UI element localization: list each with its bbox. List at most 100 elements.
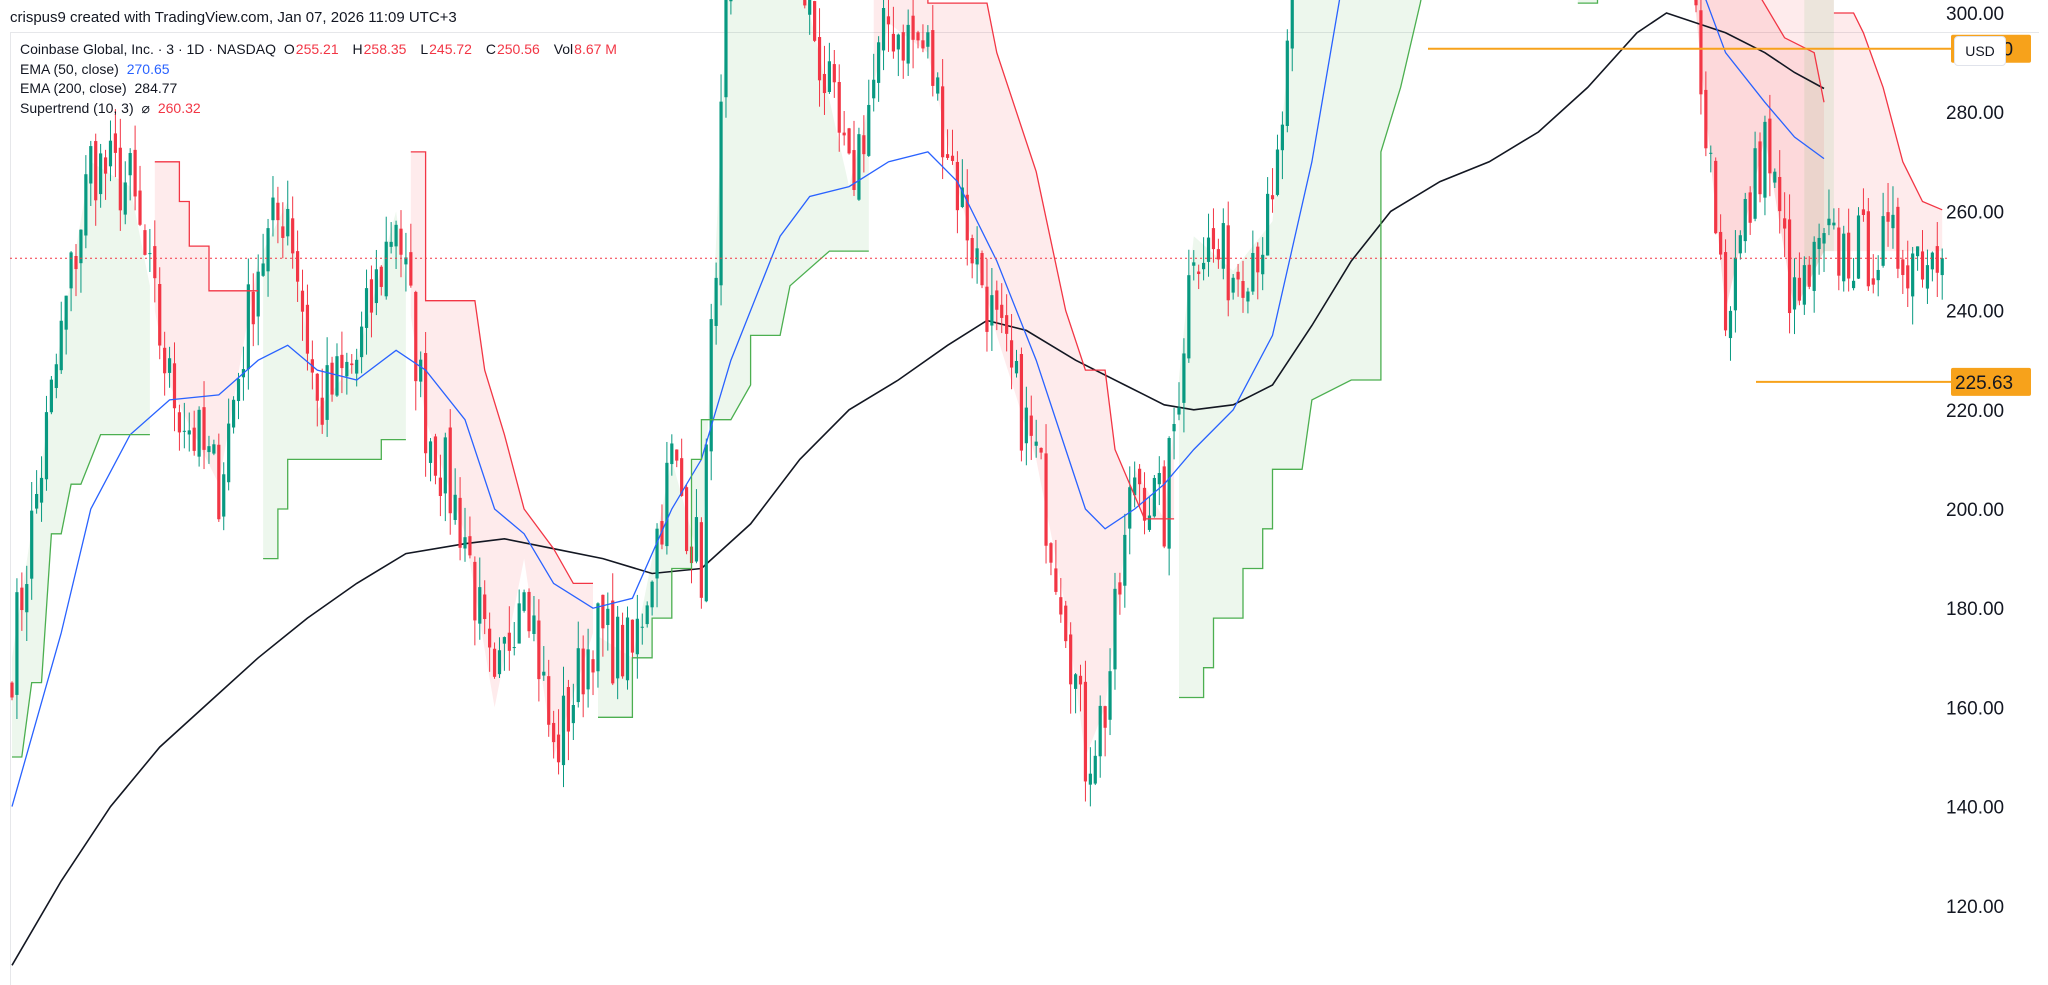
candle-up [1911,253,1915,297]
candle-up [1261,254,1265,275]
low-label: L [420,41,429,57]
supertrend-fill [1179,0,1421,698]
candle-down [620,624,625,677]
candle-down [847,128,851,154]
candle-down [995,290,999,310]
level-badge-label: 225.63 [1955,373,2013,394]
candle-up [231,399,236,428]
candle-down [340,354,344,369]
candle-down [1044,453,1048,546]
candle-up [1034,441,1038,446]
price-axis[interactable]: 100.00120.00140.00160.00180.00200.00220.… [1946,0,2004,984]
candle-down [1704,89,1708,149]
candle-up [1753,148,1757,219]
candle-up [325,365,329,420]
candle-up [990,295,994,326]
candle-up [384,241,388,297]
candle-up [1832,222,1836,226]
legend-ema50-row[interactable]: EMA (50, close) 270.65 [20,60,627,80]
candle-up [1246,291,1250,302]
currency-badge[interactable]: USD [1954,36,2006,66]
candle-up [1133,477,1137,496]
candle-down [955,161,960,211]
candle-down [552,722,556,743]
candle-down [424,353,428,454]
candle-up [650,581,654,608]
candle-up [1290,0,1294,49]
price-tick-label: 180.00 [1946,599,2004,620]
candle-down [921,40,925,49]
price-tick-label: 240.00 [1946,302,2004,323]
candle-down [20,587,24,611]
candle-up [926,32,930,47]
supertrend-up-line [598,250,869,718]
candle-up [44,412,49,480]
candle-up [1202,262,1206,270]
candle-down [1236,271,1240,280]
candle-up [1113,588,1117,670]
volume-label: Vol [553,41,574,57]
supertrend-fill [598,0,869,718]
supertrend-up-line [12,433,150,758]
levels-layer[interactable] [924,0,1951,383]
candle-up [1093,755,1097,784]
candle-down [813,1,817,41]
candle-up [478,587,482,624]
candle-down [817,37,822,81]
candle-up [1763,121,1767,198]
candle-down [675,449,679,461]
symbol-name[interactable]: Coinbase Global, Inc. · 3 · 1D · NASDAQ [20,41,276,57]
legend-ema200-row[interactable]: EMA (200, close) 284.77 [20,79,627,99]
candle-down [1699,10,1703,95]
candle-up [108,140,113,167]
candle-down [473,561,477,621]
price-tick-label: 200.00 [1946,500,2004,521]
candle-down [822,73,827,94]
candle-down [1778,176,1782,212]
candle-down [1162,466,1166,547]
candle-up [1930,252,1934,270]
candle-down [414,291,418,382]
candle-down [970,238,974,264]
candle-down [1039,447,1043,453]
candle-up [1822,233,1826,244]
candle-up [1206,237,1211,262]
legend-supertrend-row[interactable]: Supertrend (10, 3) ⌀ 260.32 [20,99,627,119]
candle-up [1792,277,1797,310]
candle-up [35,494,39,509]
candle-down [842,132,846,136]
candle-up [64,295,68,330]
candle-up [236,378,241,402]
candles-layer [10,0,1944,807]
candle-up [1251,252,1255,292]
candle-down [1783,218,1787,229]
candle-down [1009,340,1014,368]
candle-up [1773,171,1777,183]
candle-down [601,594,605,629]
supertrend-value: 260.32 [157,99,201,116]
candle-up [532,615,536,634]
candle-down [300,290,305,312]
candle-down [448,427,452,514]
candle-down [276,202,280,221]
candle-up [1728,310,1733,339]
chart-credit: crispus9 created with TradingView.com, J… [10,9,457,26]
candle-up [709,319,713,452]
candle-up [502,637,506,644]
low-value: 245.72 [429,41,472,57]
price-tick-label: 120.00 [1946,897,2004,918]
candle-down [330,362,334,395]
candle-up [256,271,260,317]
candle-down [1871,278,1875,285]
candle-up [227,423,231,483]
candle-up [79,229,83,264]
candle-up [394,224,398,247]
candle-up [694,517,699,562]
candle-up [453,494,457,520]
level-badge [1951,367,2031,396]
close-label: C [485,41,496,57]
candle-up [645,605,649,625]
candle-down [965,194,969,241]
candle-down [158,283,162,346]
